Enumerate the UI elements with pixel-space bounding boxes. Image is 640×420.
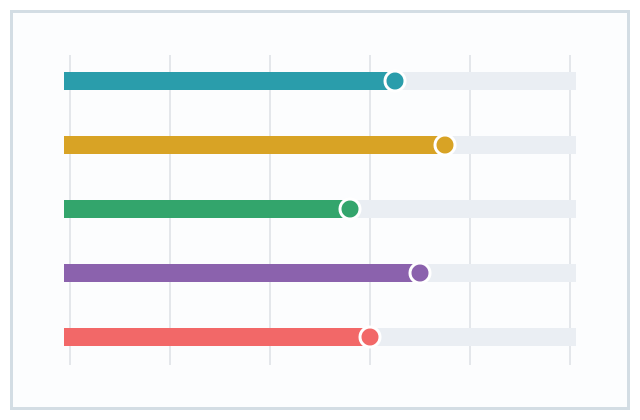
bar-knob xyxy=(408,261,432,285)
bar xyxy=(64,200,350,218)
bar-knob xyxy=(338,197,362,221)
bar xyxy=(64,264,420,282)
bar-knob xyxy=(433,133,457,157)
bar-knob xyxy=(383,69,407,93)
bars xyxy=(64,69,576,349)
bar xyxy=(64,136,445,154)
bar xyxy=(64,72,395,90)
bar xyxy=(64,328,370,346)
bar-knob xyxy=(358,325,382,349)
